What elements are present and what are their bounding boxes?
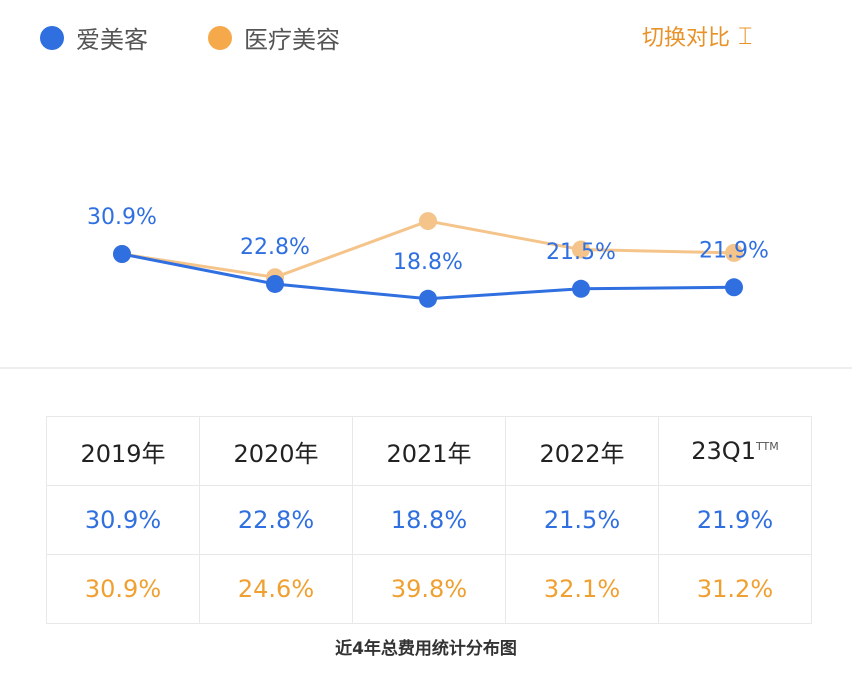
cell: 32.1% <box>505 554 659 624</box>
data-point <box>725 243 743 262</box>
data-point <box>572 240 590 259</box>
data-point <box>419 212 437 231</box>
header-cell: 2021年 <box>352 416 506 486</box>
data-label: 22.8% <box>240 235 310 260</box>
cell: 39.8% <box>352 554 506 624</box>
legend-dot-aimeike <box>40 25 64 50</box>
legend-label-medical[interactable]: 医疗美容 <box>244 26 340 54</box>
data-point <box>419 289 437 308</box>
cell: 31.2% <box>658 554 812 624</box>
data-point <box>572 279 590 298</box>
data-point <box>266 274 284 293</box>
data-table: 2019年 2020年 2021年 2022年 23Q1TTM 30.9% 22… <box>46 416 812 624</box>
data-label: 21.5% <box>546 240 616 265</box>
cell: 24.6% <box>199 554 353 624</box>
switch-label: 切换对比 <box>642 26 731 51</box>
data-label: 21.9% <box>699 238 769 263</box>
legend-dot-medical <box>208 25 232 50</box>
cell: 30.9% <box>46 485 200 555</box>
header-cell: 2022年 <box>505 416 659 486</box>
data-label: 18.8% <box>393 250 463 275</box>
data-point <box>725 278 743 297</box>
cell: 21.9% <box>658 485 812 555</box>
header-cell: 23Q1TTM <box>658 416 812 486</box>
line-chart: 30.9% 22.8% 18.8% 21.5% 21.9% <box>0 205 852 369</box>
cell: 18.8% <box>352 485 506 555</box>
header-cell: 2020年 <box>199 416 353 486</box>
cell: 22.8% <box>199 485 353 555</box>
cell: 21.5% <box>505 485 659 555</box>
legend: 爱美客 医疗美容 <box>40 20 340 55</box>
switch-compare-button[interactable]: 切换对比 ⌶ <box>642 20 752 52</box>
cell: 30.9% <box>46 554 200 624</box>
data-label: 30.9% <box>87 205 157 230</box>
legend-label-aimeike[interactable]: 爱美客 <box>76 26 148 54</box>
data-point <box>113 245 131 263</box>
switch-icon: ⌶ <box>738 22 753 50</box>
header-cell: 2019年 <box>46 416 200 486</box>
caption: 近4年总费用统计分布图 <box>335 639 517 659</box>
